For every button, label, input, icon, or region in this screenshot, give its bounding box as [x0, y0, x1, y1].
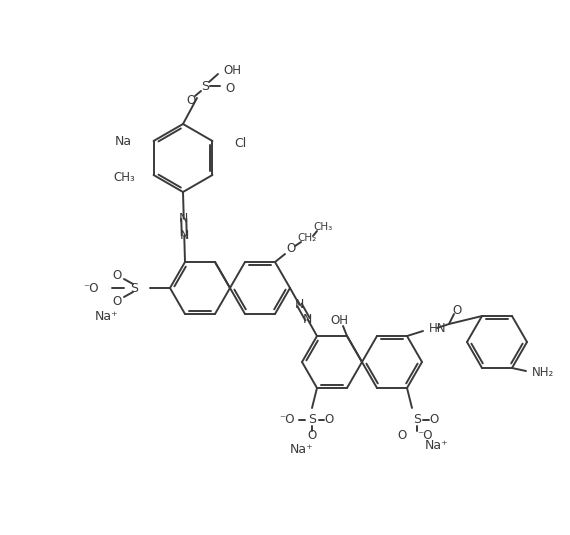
Text: Na⁺: Na⁺ [95, 310, 119, 323]
Text: CH₂: CH₂ [298, 233, 316, 243]
Text: O: O [307, 430, 316, 442]
Text: CH₃: CH₃ [114, 171, 136, 184]
Text: OH: OH [223, 64, 241, 77]
Text: S: S [201, 80, 209, 93]
Text: O: O [186, 94, 196, 106]
Text: N: N [179, 212, 189, 225]
Text: N: N [295, 299, 304, 311]
Text: ⁻O: ⁻O [417, 430, 433, 442]
Text: OH: OH [330, 314, 348, 326]
Text: S: S [308, 414, 316, 426]
Text: O: O [112, 269, 121, 281]
Text: N: N [303, 313, 312, 326]
Text: HN: HN [429, 322, 446, 334]
Text: Na: Na [115, 134, 132, 148]
Text: O: O [324, 414, 333, 426]
Text: O: O [397, 430, 406, 442]
Text: O: O [453, 303, 462, 317]
Text: S: S [130, 281, 138, 294]
Text: S: S [413, 414, 421, 426]
Text: O: O [429, 414, 439, 426]
Text: O: O [225, 81, 234, 95]
Text: N: N [180, 229, 189, 242]
Text: ⁻O: ⁻O [279, 414, 295, 426]
Text: O: O [286, 241, 296, 255]
Text: NH₂: NH₂ [532, 366, 554, 379]
Text: O: O [112, 294, 121, 308]
Text: CH₃: CH₃ [314, 222, 333, 232]
Text: Cl: Cl [234, 136, 247, 149]
Text: Na⁺: Na⁺ [290, 444, 314, 456]
Text: Na⁺: Na⁺ [425, 439, 449, 453]
Text: ⁻O: ⁻O [83, 281, 99, 294]
